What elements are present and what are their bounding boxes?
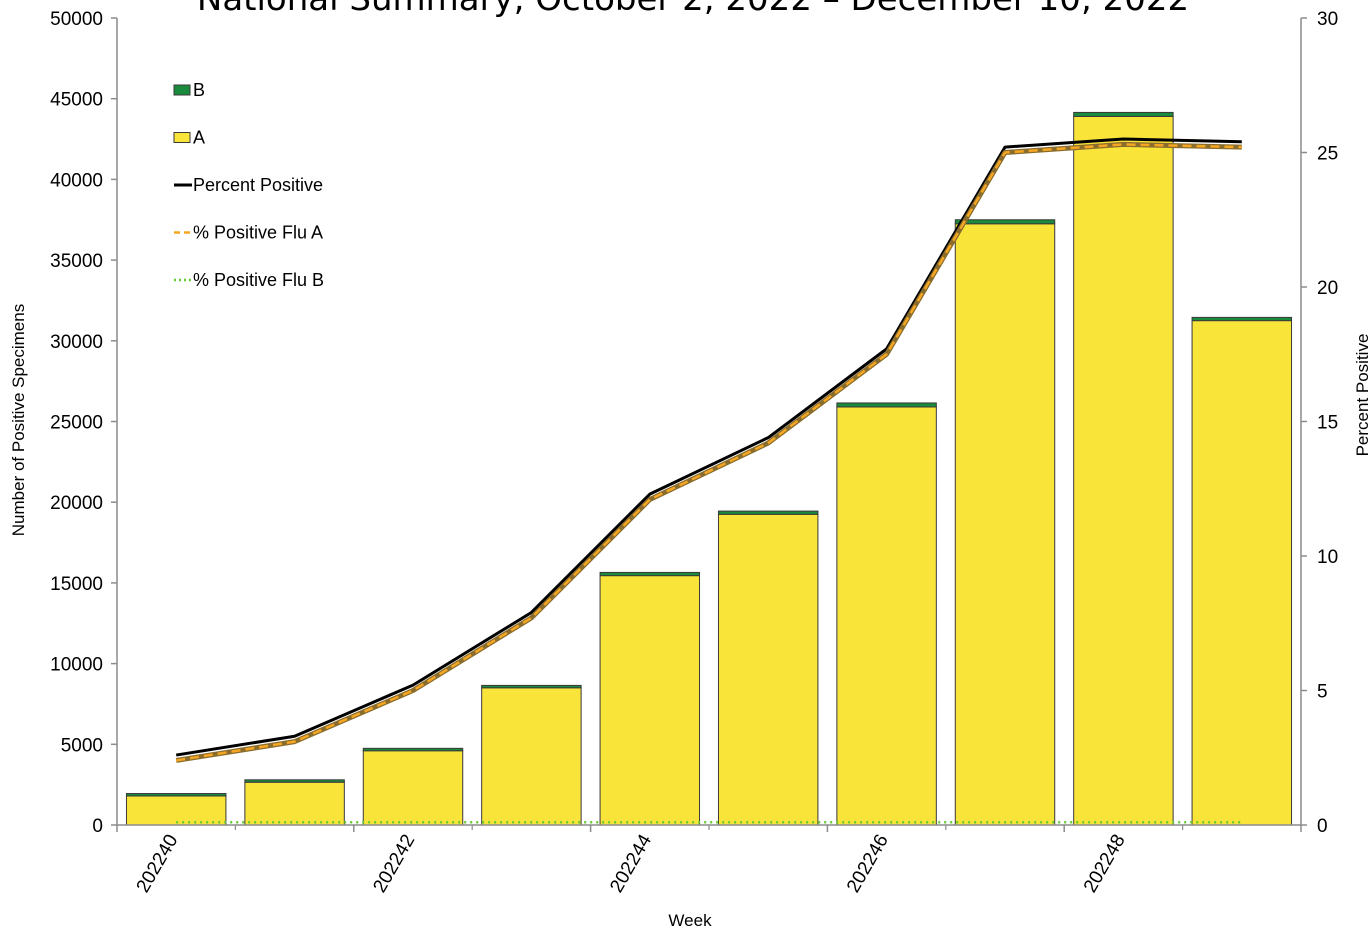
bar-b-202245 [717,510,819,515]
y-tick-label: 35000 [50,251,103,272]
x-tick-label: 202248 [1080,831,1130,896]
y2-tick-label: 15 [1317,413,1338,434]
legend-label-percent-positive: Percent Positive [193,175,323,195]
y2-axis-label: Percent Positive [1353,334,1372,457]
bar-a-202244 [599,575,701,826]
y2-tick-label: 5 [1317,682,1328,703]
y2-tick-label: 10 [1317,547,1338,568]
y-tick-label: 45000 [50,90,103,111]
line-percent-positive [175,137,1242,757]
y-tick-label: 40000 [50,170,103,191]
y2-tick-label: 30 [1317,9,1338,30]
bar-a-202240 [125,795,227,826]
y-tick-label: 30000 [50,332,103,353]
bar-a-202241 [244,781,345,826]
bar-b-202243 [481,684,582,689]
bar-b-202240 [125,793,227,797]
y2-tick-label: 20 [1317,278,1338,299]
y2-tick-label: 25 [1317,144,1338,165]
x-tick-label: 202242 [369,831,419,896]
bar-b-202249 [1191,316,1293,322]
legend-label-b: B [193,80,205,100]
bar-a-202245 [717,513,819,826]
chart-title: National Summary, October 2, 2022 – Dece… [197,0,1189,19]
x-tick-label: 202246 [843,831,893,896]
y-tick-label: 10000 [50,655,103,676]
y2-tick-label: 0 [1317,816,1328,837]
x-axis-label: Week [668,911,712,930]
bar-b-202248 [1073,111,1174,117]
y-tick-label: 0 [92,816,103,837]
bars-layer [125,111,1293,826]
line-positive-flu-a [176,143,1242,762]
legend-label-positive-flu-a: % Positive Flu A [193,223,323,243]
y-tick-label: 15000 [50,574,103,595]
bar-a-202242 [362,750,464,826]
y-tick-label: 5000 [61,735,103,756]
bar-b-202244 [599,571,701,577]
legend-swatch-a [173,132,191,143]
y-tick-label: 25000 [50,413,103,434]
y-tick-label: 20000 [50,493,103,514]
legend: B A Percent Positive % Positive Flu A % Posi… [173,80,324,290]
bar-a-202248 [1073,115,1174,826]
x-tick-label: 202240 [133,831,183,896]
bar-b-202247 [954,219,1056,225]
bar-b-202246 [836,402,937,408]
bar-a-202246 [836,406,937,826]
legend-label-positive-flu-b: % Positive Flu B [193,270,324,290]
y-axis-label: Number of Positive Specimens [9,304,28,536]
bar-a-202243 [481,687,582,826]
x-tick-label: 202244 [606,831,656,897]
lines-layer [175,137,1242,824]
legend-swatch-b [173,84,191,96]
bar-b-202242 [362,747,464,752]
bar-b-202241 [244,779,345,783]
y-tick-label: 50000 [50,9,103,30]
bar-a-202247 [954,223,1056,826]
bar-a-202249 [1191,320,1293,826]
legend-label-a: A [193,128,205,148]
